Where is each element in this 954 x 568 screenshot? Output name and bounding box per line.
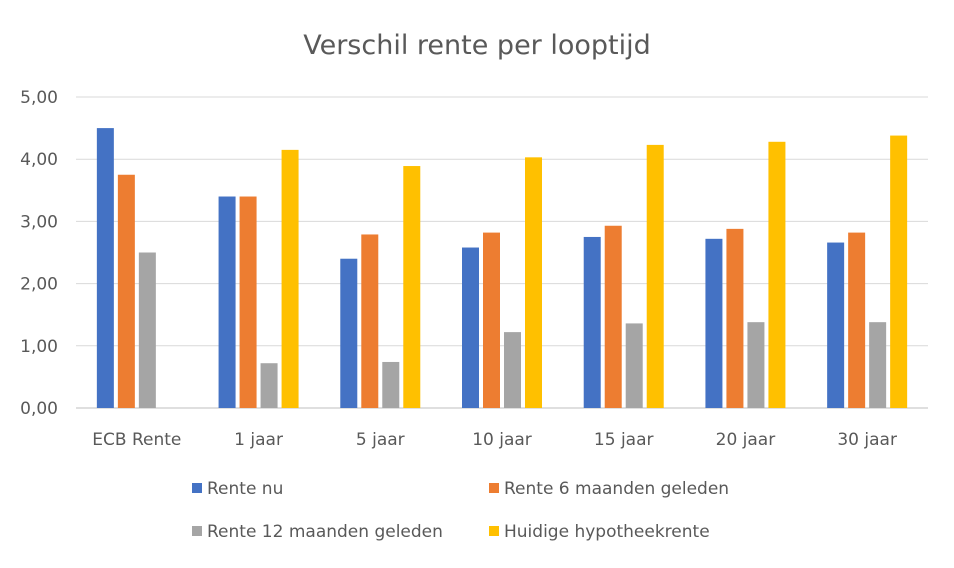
x-category-label: 5 jaar	[356, 430, 405, 450]
bar	[117, 174, 135, 408]
x-axis-categories: ECB Rente 1 jaar 5 jaar 10 jaar 15 jaar 20 ja…	[92, 430, 897, 450]
bar	[260, 363, 278, 408]
legend-swatch	[192, 526, 202, 536]
bar	[462, 247, 479, 408]
y-tick-label: 3,00	[20, 212, 58, 232]
bar	[890, 135, 908, 408]
legend-label: Rente 12 maanden geleden	[207, 522, 443, 542]
gridlines	[76, 96, 928, 409]
bar	[726, 228, 744, 408]
bar	[827, 242, 845, 408]
bar	[403, 166, 421, 408]
y-tick-label: 1,00	[20, 337, 58, 357]
y-axis-ticks: 0,00 1,00 2,00 3,00 4,00 5,00	[20, 88, 58, 419]
legend-label: Rente nu	[207, 479, 283, 499]
bar	[646, 144, 664, 409]
bar	[361, 234, 379, 408]
bar	[604, 225, 622, 408]
bar	[138, 252, 156, 408]
bar	[96, 128, 114, 408]
bar	[848, 232, 866, 408]
x-category-label: 20 jaar	[716, 430, 776, 450]
bar	[239, 196, 257, 408]
y-tick-label: 2,00	[20, 275, 58, 295]
legend-label: Huidige hypotheekrente	[504, 522, 710, 542]
bar	[218, 196, 236, 408]
legend-swatch	[489, 483, 499, 493]
bar	[504, 332, 521, 408]
bar	[483, 232, 500, 408]
bar	[869, 322, 887, 408]
legend-label: Rente 6 maanden geleden	[504, 479, 729, 499]
bar	[768, 141, 786, 408]
chart-title: Verschil rente per looptijd	[303, 30, 651, 61]
legend: Rente nu Rente 6 maanden geleden Rente 12 …	[192, 479, 729, 542]
y-tick-label: 5,00	[20, 88, 58, 108]
bar	[625, 323, 643, 408]
x-category-label: 10 jaar	[472, 430, 532, 450]
bar	[281, 149, 299, 408]
x-category-label: 1 jaar	[234, 430, 283, 450]
y-tick-label: 0,00	[20, 399, 58, 419]
bar	[382, 361, 400, 408]
bar	[747, 322, 765, 408]
bar	[705, 238, 723, 408]
y-tick-label: 4,00	[20, 150, 58, 170]
legend-swatch	[192, 483, 202, 493]
x-category-label: ECB Rente	[92, 430, 181, 450]
bar	[525, 157, 542, 408]
x-category-label: 30 jaar	[837, 430, 897, 450]
legend-swatch	[489, 526, 499, 536]
bar	[340, 258, 358, 408]
x-category-label: 15 jaar	[594, 430, 654, 450]
bar	[583, 236, 601, 408]
bars	[96, 128, 908, 409]
